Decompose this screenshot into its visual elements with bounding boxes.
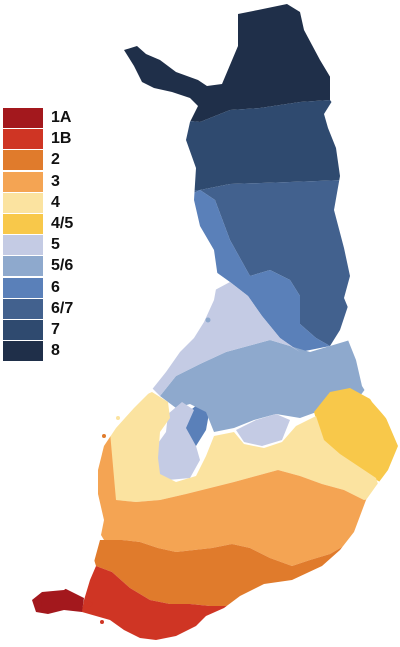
zone-5-central-region [156, 402, 200, 480]
legend-item: 5/6 [3, 256, 93, 277]
legend-swatch [3, 150, 43, 171]
zone-4-region [96, 392, 382, 502]
legend-swatch [3, 235, 43, 256]
legend-item: 6/7 [3, 298, 93, 320]
legend-swatch [3, 108, 43, 128]
legend-label: 2 [51, 151, 60, 169]
legend-swatch [3, 213, 43, 234]
legend-swatch [3, 256, 43, 277]
legend-item: 1B [3, 129, 93, 150]
legend-label: 6/7 [51, 299, 74, 317]
legend-label: 1A [51, 109, 72, 126]
zone-6-7-region [180, 180, 360, 346]
legend-label: 4/5 [51, 214, 74, 232]
legend-item: 7 [3, 319, 93, 341]
legend-label: 3 [51, 172, 60, 190]
legend-item: 5 [3, 235, 93, 256]
zone-4-5-region [314, 388, 398, 482]
zone-5-region [150, 282, 300, 396]
legend-label: 5 [51, 236, 60, 254]
legend-swatch [3, 277, 43, 298]
legend-swatch [3, 129, 43, 150]
zone-1a-region [32, 586, 84, 622]
legend-item: 2 [3, 150, 93, 171]
legend-swatch [3, 341, 43, 362]
legend-label: 5/6 [51, 257, 74, 275]
legend-label: 1B [51, 130, 72, 148]
legend-item: 4/5 [3, 213, 93, 235]
legend-swatch [3, 298, 43, 319]
zone-3-region [88, 430, 382, 566]
legend-label: 8 [51, 342, 60, 360]
legend: 1A 1B 2 3 4 4/5 5 5/6 6 6/7 7 8 [3, 108, 93, 362]
legend-swatch [3, 192, 43, 213]
legend-label: 7 [51, 320, 60, 338]
zone-7-region [180, 100, 345, 190]
legend-item: 3 [3, 171, 93, 193]
legend-label: 6 [51, 278, 60, 296]
zone-5-east-region [236, 414, 290, 446]
legend-swatch [3, 319, 43, 340]
legend-item: 6 [3, 277, 93, 299]
legend-item: 1A [3, 108, 93, 129]
legend-item: 4 [3, 192, 93, 214]
zone-6-region [180, 190, 330, 352]
legend-item: 8 [3, 341, 93, 362]
legend-label: 4 [51, 193, 60, 211]
legend-swatch [3, 171, 43, 192]
archipelago-islands [34, 317, 211, 624]
